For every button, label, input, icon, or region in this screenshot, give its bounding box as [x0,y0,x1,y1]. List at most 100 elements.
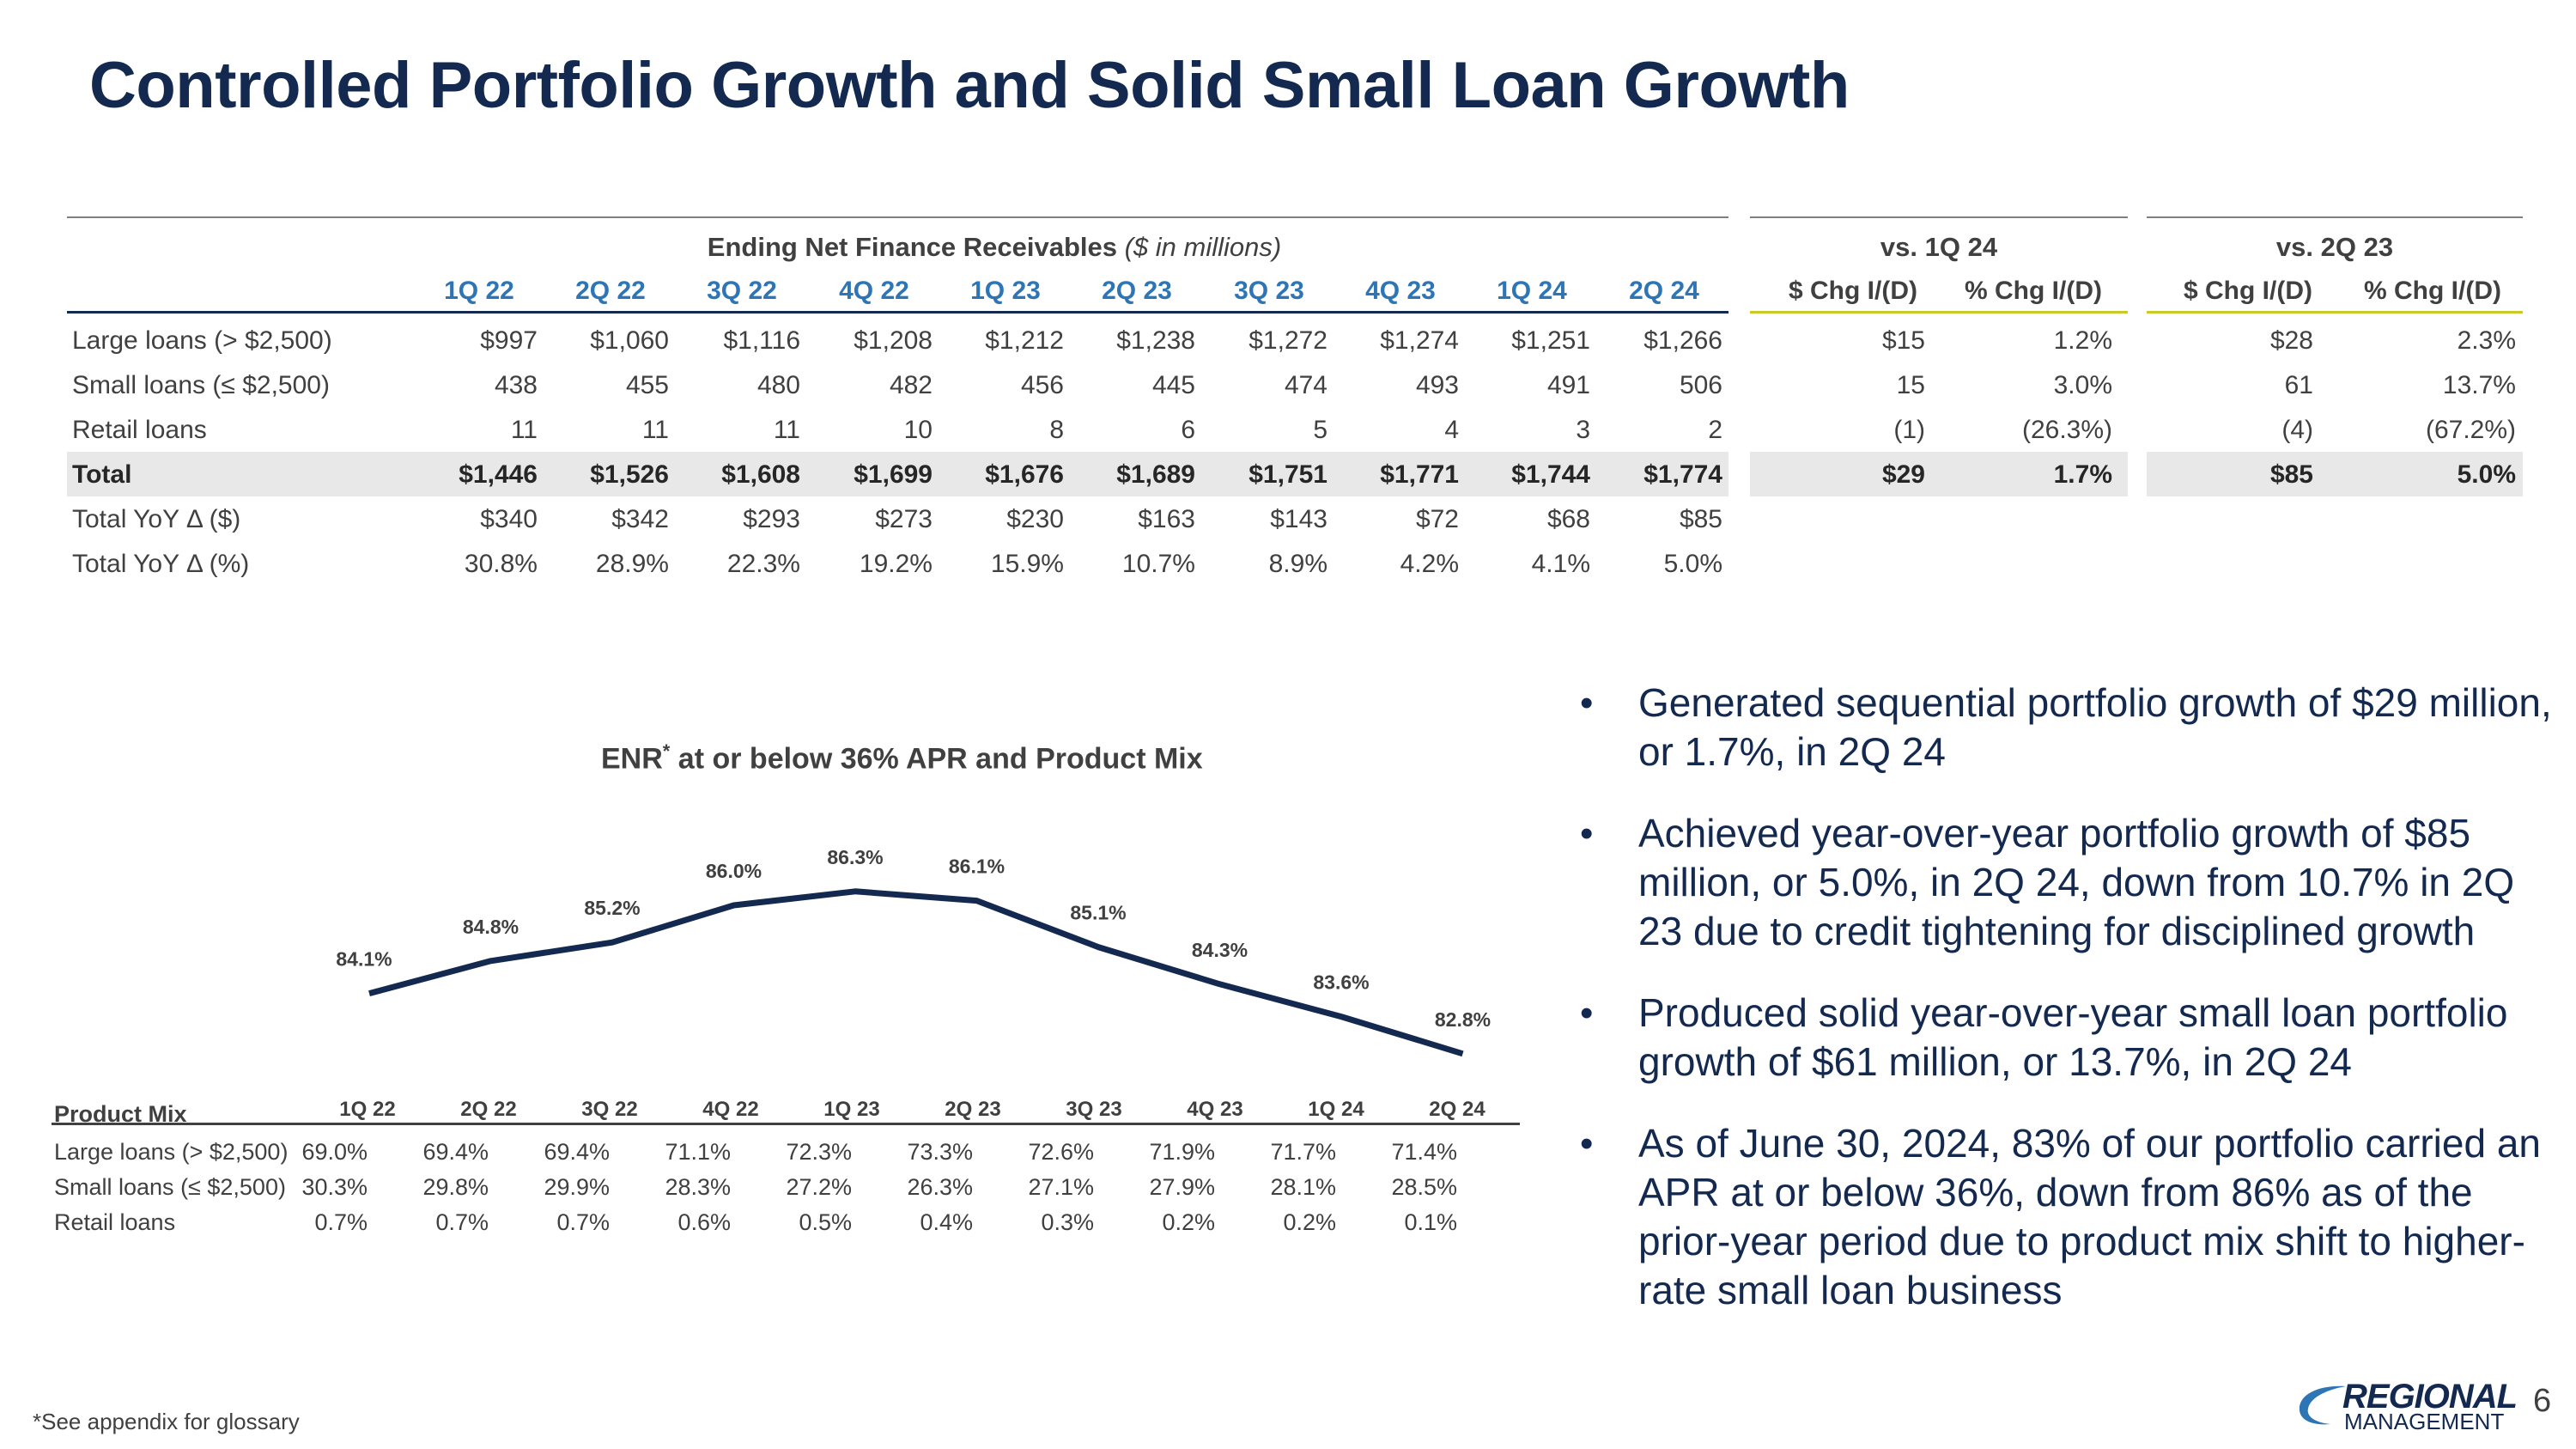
quarter-header: 1Q 22 [444,277,514,305]
table-cell: 4 [1444,416,1459,444]
table-cell: 30.3% [301,1174,368,1200]
series-line [368,888,1464,1057]
row-label: Retail loans [72,416,207,444]
column-gap [1728,452,1750,496]
table-cell: 26.3% [907,1174,973,1200]
change-cell: 1.2% [2053,326,2112,355]
table-cell: 71.9% [1149,1139,1215,1165]
table-cell: 28.5% [1391,1174,1457,1200]
quarter-header: 1Q 24 [1497,277,1567,305]
table-cell: $163 [1138,505,1195,533]
quarter-header: 2Q 23 [1102,277,1172,305]
table-cell: 5.0% [1663,550,1722,578]
table-cell: 5 [1313,416,1327,444]
table-cell: 445 [1151,371,1195,399]
bullet-text: Produced solid year-over-year small loan… [1638,990,2508,1084]
chg-header: $ Chg I/(D) [1789,277,1917,305]
pm-quarter-header: 1Q 24 [1308,1098,1364,1121]
row-label: Large loans (> $2,500) [54,1139,289,1165]
page-title: Controlled Portfolio Growth and Solid Sm… [89,49,1850,122]
table-cell: 28.9% [595,550,669,578]
footnote: *See appendix for glossary [33,1409,300,1434]
table-cell: 0.2% [1162,1209,1215,1235]
table-cell: $342 [611,505,669,533]
table-cell: 19.2% [859,550,933,578]
table-cell: $997 [480,326,538,355]
change-cell: (4) [2281,416,2313,444]
change-cell: $29 [1881,460,1925,489]
bullet-text: Generated sequential portfolio growth of… [1638,680,2552,774]
chg-header: % Chg I/(D) [1965,277,2102,305]
table-row: Large loans (> $2,500) $997 $1,060 $1,116 $1… [67,318,2523,362]
change-cell: (1) [1893,416,1925,444]
table-row: Total $1,446 $1,526 $1,608 $1,699 $1,676 $1,68… [67,452,2523,496]
row-label: Retail loans [54,1209,176,1235]
product-mix-row: Small loans (≤ $2,500) 30.3% 29.8% 29.9% 28.… [52,1169,1520,1203]
table-top-rule [67,216,1728,218]
table-row: Total YoY Δ ($) $340 $342 $293 $273 $230 $163 $… [67,496,2523,541]
table-cell: 69.4% [544,1139,610,1165]
data-label: 82.8% [1435,1008,1491,1031]
table-cell: 506 [1679,371,1722,399]
table-cell: 474 [1284,371,1327,399]
product-mix-row: Large loans (> $2,500) 69.0% 69.4% 69.4% 71.… [52,1134,1520,1168]
data-label: 84.3% [1192,939,1248,961]
table-cell: 493 [1415,371,1459,399]
pm-quarter-header: 3Q 23 [1066,1098,1122,1121]
change-cell: 2.3% [2457,326,2516,355]
product-mix-header: Product Mix 1Q 22 2Q 22 3Q 22 4Q 22 1Q 2… [52,1091,1520,1127]
logo-line1: REGIONAL [2342,1378,2518,1416]
data-label: 84.1% [336,948,392,971]
chg-header: % Chg I/(D) [2364,277,2501,305]
table-row: Total YoY Δ (%) 30.8% 28.9% 22.3% 19.2% 15.9%… [67,541,2523,586]
table-cell: 28.1% [1270,1174,1336,1200]
table-cell: 480 [756,371,800,399]
table-cell: 27.9% [1149,1174,1215,1200]
table-cell: 0.2% [1283,1209,1336,1235]
table-cell: 29.8% [422,1174,489,1200]
pm-quarter-header: 3Q 22 [581,1098,638,1121]
table-cell: $85 [1679,505,1722,533]
change-cell: 61 [2284,371,2313,399]
table-cell: $293 [743,505,800,533]
change-cell: $28 [2269,326,2313,355]
table-cell: $1,689 [1116,460,1195,489]
table-cell: $1,608 [721,460,800,489]
table-cell: $1,238 [1116,326,1195,355]
table-cell: 29.9% [544,1174,610,1200]
table-top-rule [1750,216,2128,218]
change-cell: (26.3%) [2021,416,2112,444]
change-cell: 1.7% [2053,460,2112,489]
table-cell: 0.5% [799,1209,852,1235]
table-cell: 0.3% [1041,1209,1094,1235]
table-cell: $273 [875,505,933,533]
row-label: Total YoY Δ ($) [72,505,241,533]
table-cell: $72 [1415,505,1459,533]
table-cell: $1,251 [1511,326,1590,355]
table-cell: $1,060 [590,326,669,355]
table-cell: $1,266 [1643,326,1722,355]
chart-title: ENR* at or below 36% APR and Product Mix [601,740,1203,776]
table-cell: 15.9% [990,550,1064,578]
pm-quarter-header: 4Q 23 [1187,1098,1243,1121]
table-cell: 11 [773,416,800,444]
table-cell: 27.1% [1028,1174,1094,1200]
table-cell: 438 [494,371,538,399]
pm-quarter-header: 2Q 24 [1429,1098,1485,1121]
table-cell: 4.2% [1400,550,1459,578]
table-cell: 71.7% [1270,1139,1336,1165]
table-cell: $1,744 [1511,460,1590,489]
data-label: 85.1% [1070,902,1126,924]
data-label: 83.6% [1313,971,1369,994]
table-cell: $1,212 [985,326,1064,355]
table-row: Retail loans 11 11 11 10 8 6 5 4 3 2 (1) (26.3%) (4) (… [67,407,2523,452]
table-cell: 71.4% [1391,1139,1457,1165]
table-cell: 6 [1181,416,1195,444]
table-cell: $1,676 [985,460,1064,489]
table-cell: $143 [1270,505,1327,533]
bullet-item: • Generated sequential portfolio growth o… [1571,679,2559,776]
bullet-dot: • [1580,813,1594,855]
enr-heading-unit: ($ in millions) [1124,232,1282,262]
column-gap [2128,452,2147,496]
table-cell: $1,116 [723,326,800,355]
